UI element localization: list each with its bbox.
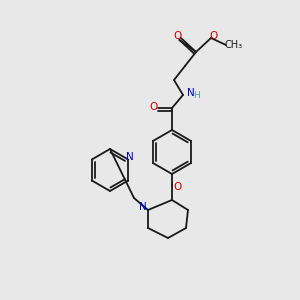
Text: N: N (139, 202, 147, 212)
Text: O: O (209, 31, 217, 41)
Text: H: H (194, 92, 200, 100)
Text: O: O (174, 182, 182, 192)
Text: O: O (173, 31, 181, 41)
Text: O: O (150, 102, 158, 112)
Text: N: N (187, 88, 195, 98)
Text: N: N (126, 152, 134, 161)
Text: CH₃: CH₃ (225, 40, 243, 50)
